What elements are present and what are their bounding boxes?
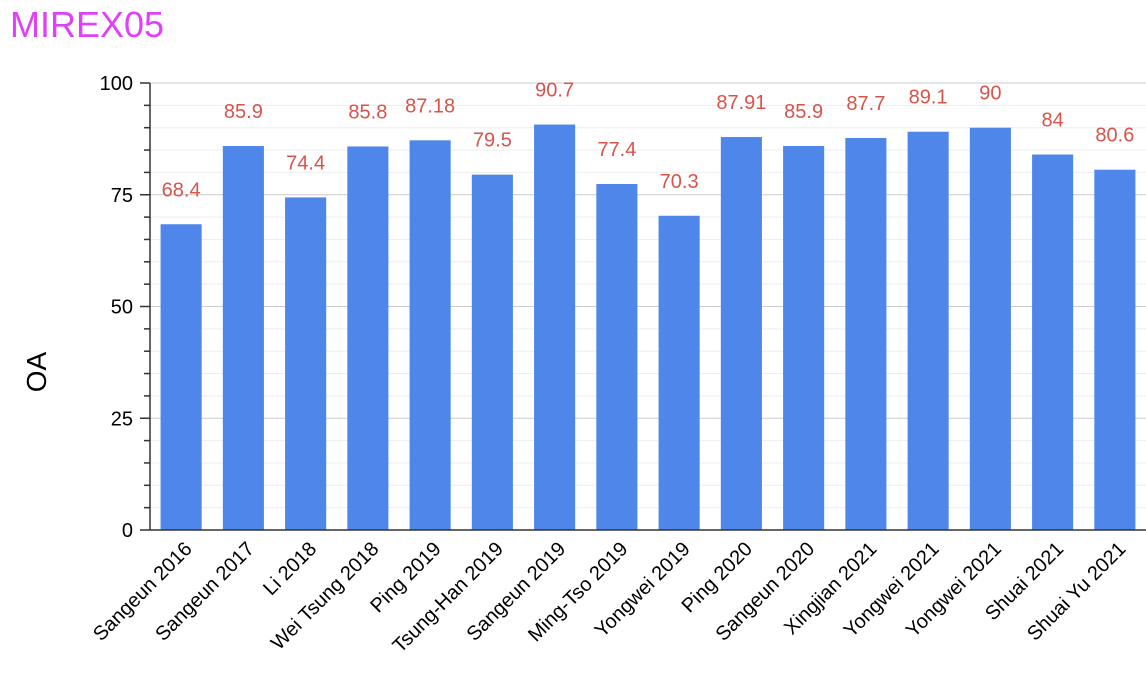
bar — [1032, 154, 1074, 530]
bar — [596, 184, 638, 530]
bar — [160, 224, 202, 530]
data-label: 70.3 — [660, 171, 699, 193]
data-label: 79.5 — [473, 130, 512, 152]
bar — [1094, 169, 1136, 530]
data-label: 89.1 — [909, 87, 948, 109]
x-tick-label: Li 2018 — [259, 538, 321, 600]
bar — [285, 197, 327, 530]
bar — [534, 124, 576, 531]
bar — [409, 140, 451, 530]
data-label: 85.8 — [348, 101, 387, 123]
chart-title: MIREX05 — [10, 4, 165, 45]
y-axis-label: OA — [21, 351, 52, 392]
y-tick-labels: 0 25 50 75 100 — [100, 73, 133, 542]
data-labels: 68.4 85.9 74.4 85.8 87.18 79.5 90.7 77.4 70.3 87.… — [162, 80, 1135, 202]
x-tick-label: Tsung-Han 2019 — [389, 538, 508, 657]
data-label: 90 — [979, 83, 1001, 105]
bar — [969, 127, 1011, 530]
bar — [347, 146, 389, 530]
data-label: 85.9 — [784, 101, 823, 123]
data-label: 84 — [1042, 110, 1064, 132]
bar — [783, 146, 825, 531]
data-label: 68.4 — [162, 179, 201, 201]
data-label: 87.7 — [846, 93, 885, 115]
y-tick-label: 0 — [122, 520, 133, 542]
data-label: 90.7 — [535, 80, 574, 102]
data-label: 87.18 — [405, 95, 455, 117]
data-label: 74.4 — [286, 152, 325, 174]
data-label: 77.4 — [597, 139, 636, 161]
data-label: 80.6 — [1095, 125, 1134, 147]
y-tick-label: 75 — [111, 185, 133, 207]
bar — [907, 131, 949, 530]
y-tick-label: 50 — [111, 297, 133, 319]
data-label: 87.91 — [716, 92, 766, 114]
y-tick-label: 25 — [111, 408, 133, 430]
bar — [222, 146, 264, 531]
bar — [720, 137, 762, 530]
axes — [140, 82, 1146, 531]
y-tick-label: 100 — [100, 73, 133, 95]
bars — [160, 124, 1136, 531]
data-label: 85.9 — [224, 101, 263, 123]
x-tick-label: Wei Tsung 2018 — [267, 538, 383, 654]
bar — [845, 137, 887, 530]
bar — [658, 215, 700, 530]
bar — [471, 174, 513, 530]
